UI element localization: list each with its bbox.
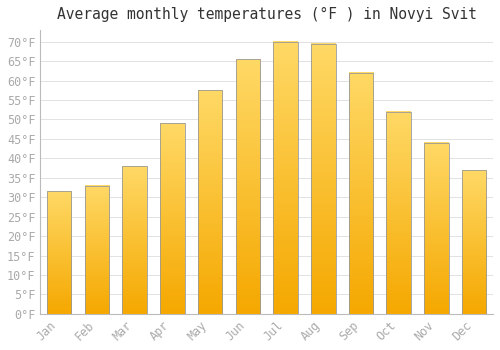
Bar [84, 186, 109, 314]
Bar [311, 44, 336, 314]
Title: Average monthly temperatures (°F ) in Novyi Svit: Average monthly temperatures (°F ) in No… [56, 7, 476, 22]
Bar [198, 90, 222, 314]
Bar [424, 143, 448, 314]
Bar [47, 191, 72, 314]
Bar [462, 170, 486, 314]
Bar [348, 73, 374, 314]
Bar [386, 112, 411, 314]
Bar [122, 166, 147, 314]
Bar [274, 42, 298, 314]
Bar [160, 124, 184, 314]
Bar [236, 59, 260, 314]
